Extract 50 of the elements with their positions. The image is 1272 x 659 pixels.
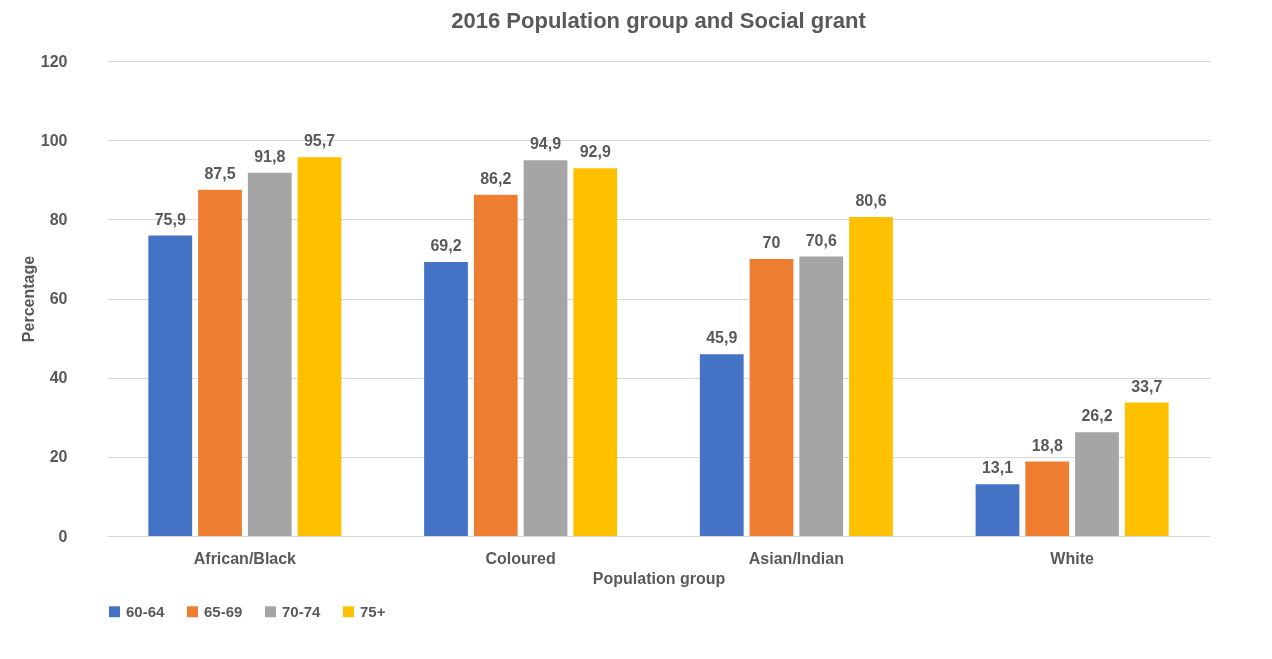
- data-label: 75,9: [154, 210, 186, 228]
- bar: [424, 262, 468, 536]
- data-label: 69,2: [430, 237, 462, 255]
- data-label: 13,1: [981, 459, 1014, 477]
- y-tick-label: 0: [58, 527, 68, 545]
- bar: [297, 157, 342, 536]
- x-axis-title: Population group: [592, 569, 726, 587]
- data-label: 94,9: [529, 135, 562, 153]
- y-tick-label: 20: [49, 448, 68, 466]
- bar: [573, 168, 618, 536]
- chart-title: 2016 Population group and Social grant: [451, 8, 867, 33]
- data-label: 18,8: [1031, 436, 1063, 454]
- y-tick-label: 100: [40, 131, 68, 149]
- bar: [247, 172, 292, 536]
- x-tick-label: Coloured: [485, 549, 556, 567]
- bar: [975, 484, 1020, 536]
- y-tick-label: 40: [49, 369, 68, 387]
- bar: [699, 354, 744, 536]
- legend-label: 60-64: [126, 602, 166, 620]
- data-label: 33,7: [1131, 377, 1163, 395]
- bar: [1124, 402, 1169, 536]
- data-label: 26,2: [1081, 407, 1113, 425]
- data-label: 86,2: [480, 169, 512, 187]
- x-tick-label: African/Black: [193, 549, 297, 567]
- bar: [749, 258, 794, 536]
- x-tick-label: White: [1050, 549, 1094, 567]
- bar: [523, 160, 568, 536]
- bar: [1075, 432, 1119, 536]
- data-label: 70: [762, 233, 781, 251]
- data-label: 80,6: [855, 191, 887, 209]
- bar: [799, 256, 844, 536]
- data-label: 87,5: [204, 164, 236, 182]
- bar: [849, 216, 893, 536]
- legend-label: 75+: [360, 602, 386, 620]
- data-label: 70,6: [805, 231, 837, 249]
- bar: [198, 189, 242, 536]
- data-label: 91,8: [254, 147, 286, 165]
- y-tick-label: 60: [49, 290, 68, 307]
- y-tick-label: 120: [40, 52, 68, 70]
- x-tick-label: Asian/Indian: [748, 549, 844, 567]
- bar: [473, 194, 518, 536]
- y-axis-title: Percentage: [19, 255, 37, 343]
- bar: [148, 235, 193, 536]
- legend-label: 70-74: [282, 602, 322, 620]
- data-label: 95,7: [303, 132, 336, 150]
- y-tick-label: 80: [49, 210, 68, 228]
- data-label: 92,9: [579, 143, 611, 161]
- bar: [1025, 461, 1070, 536]
- legend-label: 65-69: [204, 602, 243, 620]
- data-label: 45,9: [706, 329, 738, 347]
